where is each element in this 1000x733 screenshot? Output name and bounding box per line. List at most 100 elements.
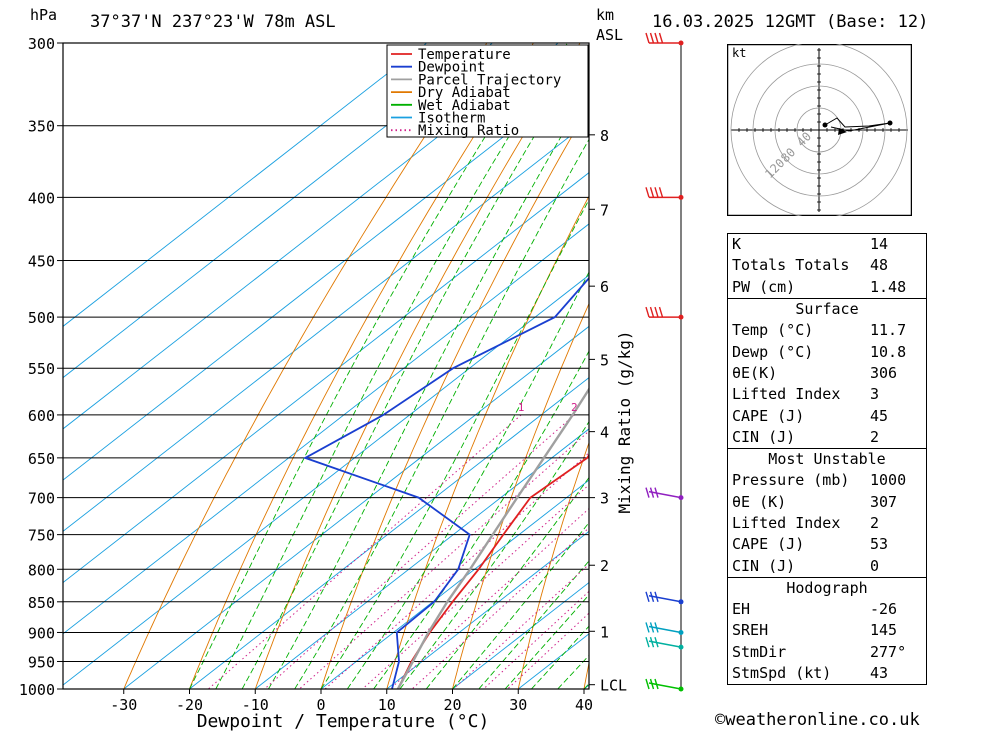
section-title: Surface (727, 297, 927, 321)
index-value: 14 (866, 233, 927, 256)
hodograph-storm-motion (838, 128, 847, 135)
wind-barb-flag (649, 591, 655, 603)
index-label: PW (cm) (727, 276, 866, 299)
height-unit-km: km (596, 6, 615, 24)
hodograph-point (822, 122, 828, 128)
surface-row: CAPE (J) 45 (727, 405, 927, 427)
unstable-row: Lifted Index 2 (727, 512, 927, 535)
index-value: -26 (866, 599, 927, 621)
wind-barb-flag (658, 32, 664, 44)
temperature-tick-label: -10 (242, 696, 269, 714)
unstable-row: CAPE (J) 53 (727, 534, 927, 556)
dry-adiabat-line (452, 302, 589, 689)
legend-label: Mixing Ratio (418, 123, 519, 139)
pressure-tick-label: 700 (28, 490, 55, 508)
legend-label: Dewpoint (418, 60, 485, 76)
temperature-tick-label: 40 (575, 696, 593, 714)
isotherm-line (123, 325, 589, 689)
index-label: Temp (°C) (727, 320, 866, 342)
legend-label: Isotherm (418, 111, 485, 127)
plot-frame (62, 42, 590, 690)
wind-barb-flag (658, 187, 664, 198)
pressure-tick-label: 1000 (19, 681, 55, 699)
index-label: Lifted Index (727, 384, 866, 406)
temperature-tick-label: 10 (378, 696, 396, 714)
wind-barb-shaft (648, 682, 682, 690)
isotherm-line (63, 274, 589, 686)
wind-barb-flag (654, 32, 659, 44)
height-tick-label: 2 (600, 557, 609, 575)
height-tick-label: 7 (600, 201, 609, 219)
temperature-tick-label: -20 (176, 696, 203, 714)
wind-barb-flag (649, 32, 655, 44)
mixing-ratio-line (324, 452, 589, 689)
height-tick-label: 5 (600, 351, 609, 369)
index-value: 307 (866, 491, 927, 513)
wind-barb-flag (658, 306, 664, 318)
indices-table: K 14 Totals Totals 48 PW (cm) 1.48 Surface Temp… (727, 233, 927, 686)
wind-barb-flag (654, 306, 659, 318)
index-label: StmSpd (kt) (727, 662, 866, 686)
surface-row: Dewp (°C) 10.8 (727, 341, 927, 363)
mixing-ratio-label: 1 (518, 401, 525, 414)
location-title: 37°37'N 237°23'W 78m ASL (90, 12, 336, 32)
index-value: 3 (866, 384, 927, 406)
wet-adiabat-line (294, 138, 589, 689)
wind-barb-flag (649, 187, 655, 198)
index-label: SREH (727, 620, 866, 642)
height-tick-label: LCL (600, 677, 627, 695)
index-value: 145 (866, 620, 927, 642)
dry-adiabat-line (320, 105, 589, 689)
mixing-ratio-axis-label: Mixing Ratio (g/kg) (615, 330, 634, 513)
legend-label: Dry Adiabat (418, 85, 511, 101)
height-tick-label: 4 (600, 424, 609, 442)
index-value: 48 (866, 255, 927, 277)
hodo-row: EH -26 (727, 599, 927, 621)
series-dewpoint (302, 276, 589, 689)
legend-label: Parcel Trajectory (418, 72, 561, 88)
legend-label: Wet Adiabat (418, 98, 511, 114)
wind-barb-flag (645, 306, 650, 318)
index-label: θE(K) (727, 362, 866, 385)
hodograph-point (887, 120, 893, 126)
wind-barb-flag (654, 487, 659, 498)
isotherm-line (63, 69, 589, 481)
temperature-tick-label: -30 (110, 696, 137, 714)
wind-barb-flag (654, 187, 659, 198)
wind-barb-flag (654, 636, 659, 648)
hodograph-ring (752, 63, 886, 197)
wind-barb-flag (649, 678, 655, 690)
wind-barb-flag (654, 591, 659, 603)
datetime-title: 16.03.2025 12GMT (Base: 12) (652, 12, 929, 32)
isotherm-line (386, 530, 589, 689)
wind-barb-flag (654, 622, 659, 633)
index-value: 1000 (866, 470, 927, 492)
isotherm-line (320, 479, 589, 689)
index-label: Totals Totals (727, 255, 866, 277)
pressure-tick-label: 500 (28, 309, 55, 327)
x-axis-label: Dewpoint / Temperature (°C) (197, 711, 490, 732)
wind-barb (645, 622, 684, 635)
hodograph-trace (824, 117, 891, 132)
hodo-row: StmDir 277° (727, 641, 927, 663)
pressure-tick-label: 600 (28, 407, 55, 425)
index-value: 53 (866, 534, 927, 556)
index-value: 45 (866, 405, 927, 427)
height-tick-label: 8 (600, 127, 609, 145)
wind-barb (645, 636, 684, 650)
wind-barb (645, 678, 684, 692)
mixing-ratio-label: 2 (571, 401, 578, 414)
dry-adiabat-line (189, 43, 534, 689)
height-unit-asl: ASL (596, 26, 624, 44)
pressure-tick-label: 650 (28, 450, 55, 468)
temperature-tick-label: 30 (509, 696, 527, 714)
wind-barb-flag (645, 636, 650, 648)
temperature-tick-label: 20 (443, 696, 461, 714)
unstable-row: Pressure (mb) 1000 (727, 470, 927, 492)
index-value: 1.48 (866, 276, 927, 299)
wet-adiabat-line (346, 271, 589, 689)
index-value: 10.8 (866, 341, 927, 363)
index-label: K (727, 233, 866, 256)
wind-barb (645, 32, 684, 46)
